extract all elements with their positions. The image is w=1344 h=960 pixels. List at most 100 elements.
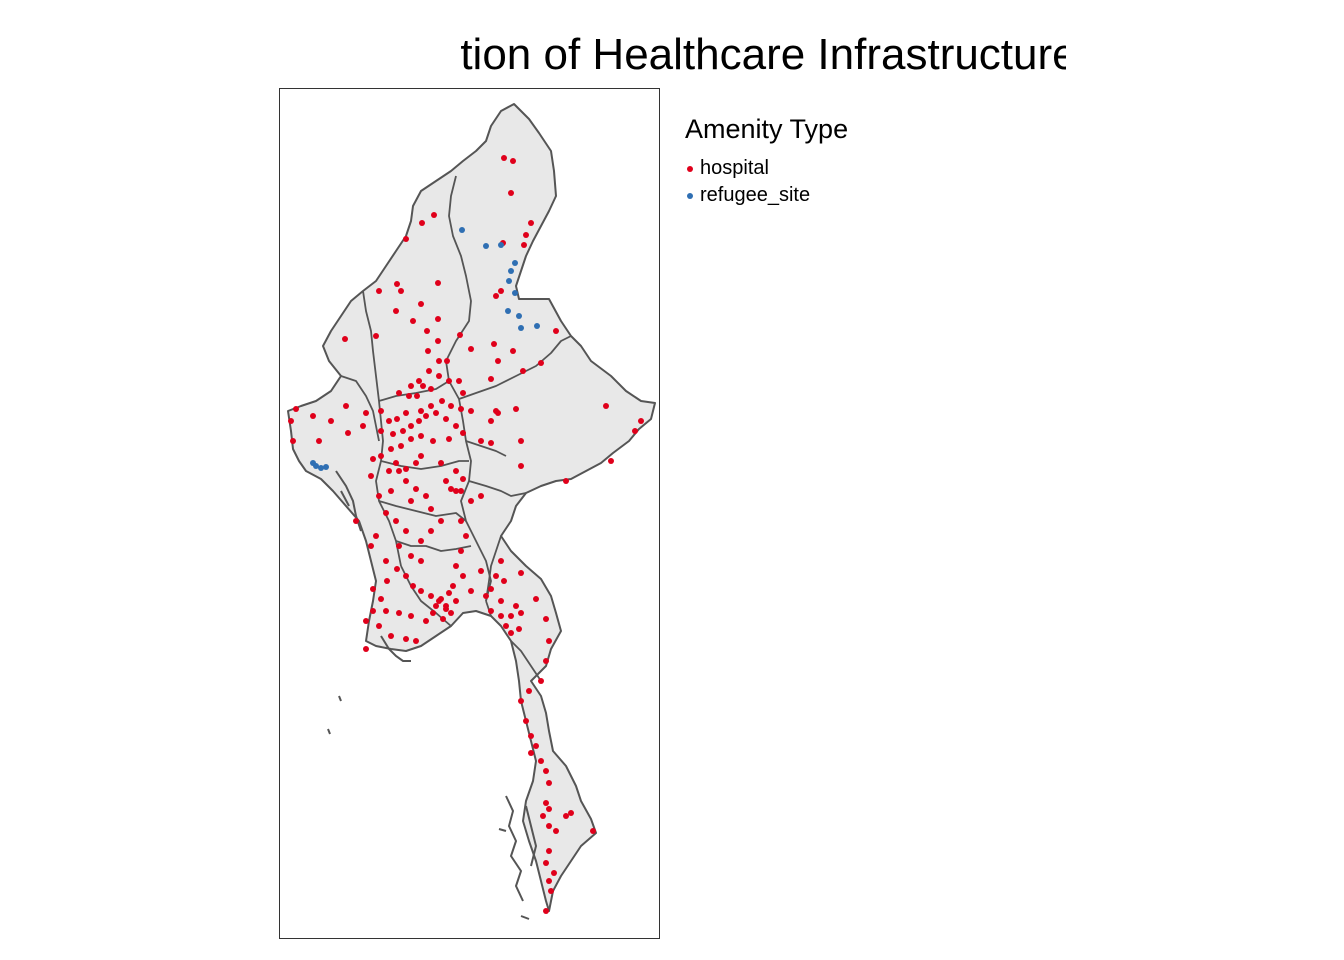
- hospital-point: [488, 608, 494, 614]
- hospital-point: [396, 390, 402, 396]
- hospital-point: [428, 506, 434, 512]
- hospital-point: [546, 848, 552, 854]
- hospital-point: [478, 438, 484, 444]
- hospital-point: [328, 418, 334, 424]
- hospital-point: [376, 288, 382, 294]
- hospital-point: [518, 698, 524, 704]
- legend-label-refugee-site: refugee_site: [700, 184, 811, 206]
- hospital-point: [608, 458, 614, 464]
- hospital-point: [438, 460, 444, 466]
- hospital-point: [458, 406, 464, 412]
- hospital-point: [538, 678, 544, 684]
- hospital-point: [518, 438, 524, 444]
- hospital-point: [410, 318, 416, 324]
- hospital-point: [386, 418, 392, 424]
- hospital-point: [435, 316, 441, 322]
- hospital-point: [403, 410, 409, 416]
- hospital-point: [378, 453, 384, 459]
- hospital-point: [458, 518, 464, 524]
- hospital-point: [393, 518, 399, 524]
- hospital-point: [543, 908, 549, 914]
- hospital-point: [460, 430, 466, 436]
- hospital-point: [488, 586, 494, 592]
- hospital-point: [386, 468, 392, 474]
- hospital-point: [394, 416, 400, 422]
- hospital-point: [521, 242, 527, 248]
- map-title-container: tion of Healthcare Infrastructure & Am: [281, 28, 1066, 88]
- hospital-point: [396, 468, 402, 474]
- hospital-point: [510, 158, 516, 164]
- hospital-point: [378, 408, 384, 414]
- hospital-point: [501, 155, 507, 161]
- hospital-point: [288, 418, 294, 424]
- country-outline: [287, 103, 656, 912]
- map-panel: [279, 88, 660, 939]
- hospital-point: [394, 566, 400, 572]
- hospital-point: [370, 608, 376, 614]
- hospital-point: [488, 376, 494, 382]
- refugee-site-point: [516, 313, 522, 319]
- legend-item-refugee-site: refugee_site: [685, 182, 848, 209]
- refugee-site-point: [505, 308, 511, 314]
- hospital-point: [430, 438, 436, 444]
- hospital-point: [543, 768, 549, 774]
- hospital-point: [368, 473, 374, 479]
- hospital-point: [383, 510, 389, 516]
- hospital-point: [457, 332, 463, 338]
- hospital-point: [468, 588, 474, 594]
- hospital-point: [403, 466, 409, 472]
- hospital-point: [543, 658, 549, 664]
- refugee-site-marker-icon: [687, 192, 693, 199]
- hospital-point: [424, 328, 430, 334]
- hospital-point: [408, 383, 414, 389]
- hospital-point: [493, 573, 499, 579]
- hospital-point: [310, 413, 316, 419]
- hospital-point: [408, 423, 414, 429]
- hospital-point: [398, 443, 404, 449]
- refugee-site-point: [310, 460, 316, 466]
- hospital-point: [408, 553, 414, 559]
- hospital-point: [518, 570, 524, 576]
- hospital-point: [398, 288, 404, 294]
- hospital-point: [393, 308, 399, 314]
- hospital-point: [460, 390, 466, 396]
- hospital-point: [426, 368, 432, 374]
- hospital-point: [383, 608, 389, 614]
- refugee-site-point: [534, 323, 540, 329]
- hospital-point: [403, 636, 409, 642]
- hospital-point: [493, 293, 499, 299]
- hospital-point: [343, 403, 349, 409]
- hospital-point: [419, 220, 425, 226]
- hospital-point: [538, 360, 544, 366]
- hospital-point: [508, 613, 514, 619]
- hospital-point: [456, 378, 462, 384]
- hospital-point: [520, 368, 526, 374]
- hospital-point: [406, 393, 412, 399]
- hospital-point: [590, 828, 596, 834]
- refugee-site-point: [506, 278, 512, 284]
- hospital-point: [433, 410, 439, 416]
- hospital-point: [425, 348, 431, 354]
- hospital-point: [428, 593, 434, 599]
- hospital-point: [418, 538, 424, 544]
- hospital-point: [503, 623, 509, 629]
- refugee-site-point: [498, 242, 504, 248]
- refugee-site-point: [323, 464, 329, 470]
- hospital-point: [416, 418, 422, 424]
- hospital-point: [488, 440, 494, 446]
- hospital-point: [468, 498, 474, 504]
- hospital-point: [388, 446, 394, 452]
- hospital-point: [436, 358, 442, 364]
- hospital-point: [431, 212, 437, 218]
- hospital-point: [345, 430, 351, 436]
- hospital-point: [439, 398, 445, 404]
- hospital-point: [551, 870, 557, 876]
- hospital-point: [363, 410, 369, 416]
- hospital-point: [453, 423, 459, 429]
- hospital-point: [513, 406, 519, 412]
- hospital-point: [498, 558, 504, 564]
- hospital-point: [440, 616, 446, 622]
- hospital-point: [420, 383, 426, 389]
- hospital-point: [403, 478, 409, 484]
- hospital-point: [428, 528, 434, 534]
